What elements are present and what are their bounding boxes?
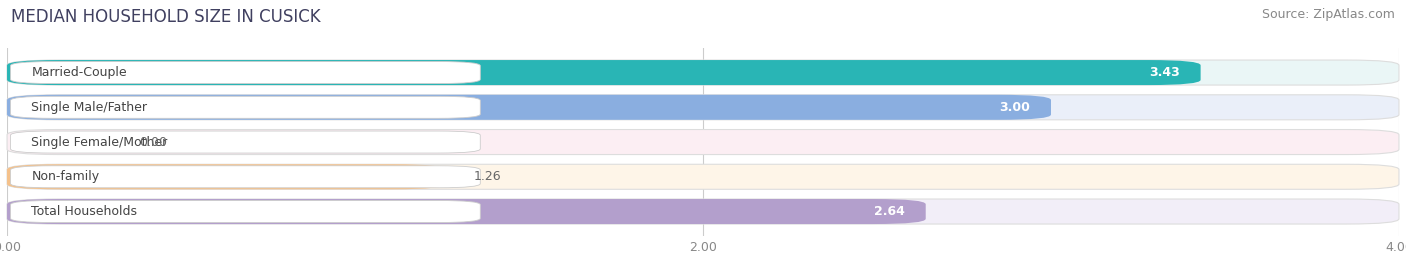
Text: Total Households: Total Households [31,205,138,218]
Text: 3.00: 3.00 [1000,101,1031,114]
FancyBboxPatch shape [7,164,446,189]
FancyBboxPatch shape [7,60,1201,85]
FancyBboxPatch shape [7,60,1399,85]
FancyBboxPatch shape [7,199,925,224]
FancyBboxPatch shape [7,95,1399,120]
FancyBboxPatch shape [7,95,1050,120]
Text: 2.64: 2.64 [875,205,905,218]
Text: Single Male/Father: Single Male/Father [31,101,148,114]
FancyBboxPatch shape [10,131,481,153]
FancyBboxPatch shape [7,129,1399,155]
FancyBboxPatch shape [10,62,481,84]
Text: Married-Couple: Married-Couple [31,66,127,79]
Text: Source: ZipAtlas.com: Source: ZipAtlas.com [1261,8,1395,21]
Text: 1.26: 1.26 [474,170,501,183]
FancyBboxPatch shape [10,96,481,118]
Text: Non-family: Non-family [31,170,100,183]
Text: MEDIAN HOUSEHOLD SIZE IN CUSICK: MEDIAN HOUSEHOLD SIZE IN CUSICK [11,8,321,26]
FancyBboxPatch shape [10,200,481,222]
Text: 0.00: 0.00 [139,136,167,148]
FancyBboxPatch shape [10,166,481,188]
FancyBboxPatch shape [7,164,1399,189]
Text: 3.43: 3.43 [1149,66,1180,79]
Text: Single Female/Mother: Single Female/Mother [31,136,167,148]
FancyBboxPatch shape [7,199,1399,224]
